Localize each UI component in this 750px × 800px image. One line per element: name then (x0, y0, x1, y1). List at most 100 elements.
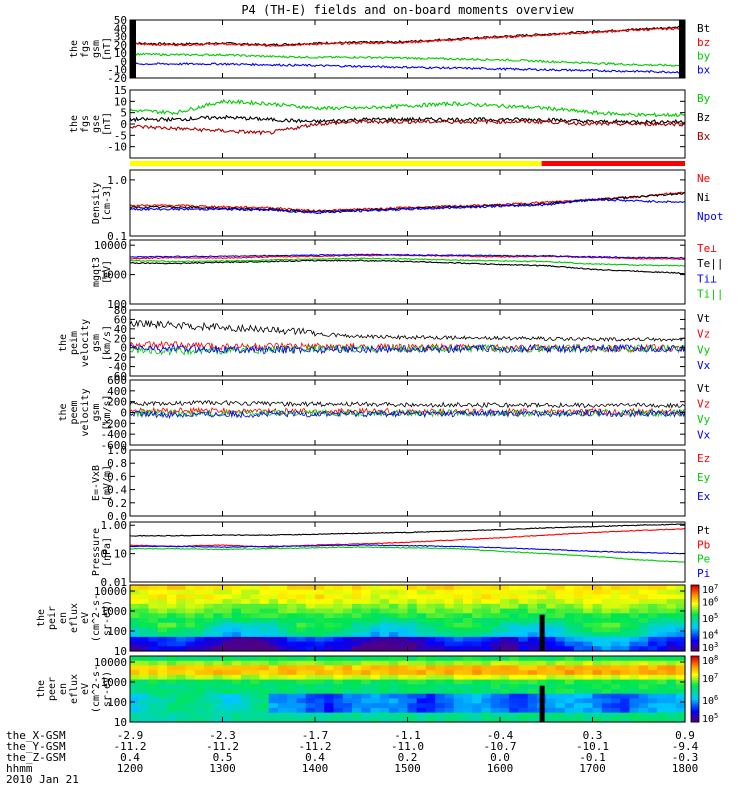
spectrogram-cell (546, 674, 557, 681)
spectrogram-cell (231, 618, 242, 624)
spectrogram-cell (204, 689, 214, 695)
spectrogram-cell (490, 665, 501, 671)
spectrogram-cell (592, 632, 603, 638)
spectrogram-cell (509, 632, 520, 638)
spectrogram-cell (222, 599, 233, 605)
spectrogram-cell (241, 636, 251, 643)
spectrogram-cell (259, 656, 270, 662)
spectrogram-cell (176, 594, 187, 600)
spectrogram-cell (527, 712, 538, 718)
y-axis-label-efield: E=-VxB [mV/m] (91, 465, 113, 501)
y-tick-label: 1000 (101, 605, 128, 618)
spectrogram-cell (509, 599, 520, 605)
spectrogram-cell (416, 689, 427, 695)
spectrogram-cell (241, 656, 251, 662)
spectrogram-cell (176, 608, 187, 614)
spectrogram-cell (352, 674, 362, 681)
spectrogram-cell (592, 613, 603, 619)
spectrogram-cell (657, 646, 668, 652)
spectrogram-cell (453, 608, 464, 614)
spectrogram-cell (611, 660, 621, 667)
spectrogram-cell (592, 703, 603, 709)
spectrogram-cell (296, 698, 307, 704)
spectrogram-cell (601, 585, 612, 591)
spectrogram-cell (176, 636, 187, 643)
spectrogram-cell (361, 689, 372, 695)
spectrogram-cell (176, 627, 187, 633)
spectrogram-cell (435, 707, 446, 714)
spectrogram-cell (546, 703, 557, 709)
spectrogram-cell (370, 674, 381, 681)
y-axis-label-line: [km/s] (102, 394, 113, 430)
spectrogram-cell (611, 589, 621, 596)
spectrogram-cell (361, 660, 372, 667)
spectrogram-cell (305, 670, 316, 676)
spectrogram-cell (500, 679, 510, 685)
spectrogram-cell (231, 594, 242, 600)
spectrogram-cell (259, 712, 270, 718)
spectrogram-cell (389, 589, 399, 596)
spectrogram-cell (185, 674, 196, 681)
spectrogram-cell (648, 717, 658, 723)
spectrogram-cell (278, 698, 288, 704)
spectrogram-cell (583, 717, 594, 723)
spectrogram-cell (176, 618, 187, 624)
spectrogram-cell (620, 707, 631, 714)
spectrogram-cell (564, 689, 575, 695)
y-tick-label: 1000 (101, 676, 128, 689)
spectrogram-cell (296, 646, 307, 652)
spectrogram-cell (324, 603, 335, 610)
spectrogram-cell (657, 618, 668, 624)
spectrogram-cell (204, 656, 214, 662)
spectrogram-cell (315, 618, 325, 624)
y-axis-label-pressure: Pressure [nPa] (91, 528, 113, 576)
spectrogram-cell (453, 698, 464, 704)
spectrogram-cell (564, 703, 575, 709)
spectrogram-cell (222, 589, 233, 596)
spectrogram-cell (453, 693, 464, 700)
spectrogram-cell (574, 670, 584, 676)
spectrogram-cell (379, 684, 390, 690)
spectrogram-cell (194, 689, 205, 695)
spectrogram-cell (426, 689, 436, 695)
y-tick-label: 10000 (94, 656, 127, 669)
spectrogram-cell (583, 603, 594, 610)
spectrogram-cell (361, 608, 372, 614)
spectrogram-cell (435, 618, 446, 624)
spectrogram-cell (583, 693, 594, 700)
spectrogram-cell (537, 665, 547, 671)
spectrogram-cell (407, 585, 418, 591)
y-tick-label: -40 (107, 361, 127, 374)
spectrogram-cell (444, 707, 455, 714)
spectrogram-cell (583, 707, 594, 714)
legend-label-Vx: Vx (697, 359, 711, 372)
spectrogram-cell (315, 707, 325, 714)
spectrogram-cell (611, 599, 621, 605)
colorbar-cell (691, 669, 699, 672)
spectrogram-cell (666, 632, 677, 638)
spectrogram-cell (509, 703, 520, 709)
spectrogram-cell (185, 622, 196, 629)
spectrogram-cell (555, 660, 566, 667)
spectrogram-cell (250, 585, 261, 591)
series-line-bx (129, 62, 686, 74)
colorbar-cell (691, 585, 699, 588)
spectrogram-cell (222, 622, 233, 629)
spectrogram-cell (296, 670, 307, 676)
spectrogram-cell (259, 608, 270, 614)
spectrogram-cell (435, 665, 446, 671)
spectrogram-cell (352, 599, 362, 605)
spectrogram-cell (416, 679, 427, 685)
spectrogram-cell (231, 613, 242, 619)
spectrogram-cell (287, 636, 298, 643)
spectrogram-cell (157, 608, 168, 614)
y-tick-label: 0 (120, 407, 127, 420)
spectrogram-cell (250, 703, 261, 709)
spectrogram-cell (250, 693, 261, 700)
y-axis-label-peim_velocity_gsm: the peim velocity gsm [km/s] (58, 319, 113, 367)
spectrogram-cell (213, 679, 224, 685)
spectrogram-cell (564, 712, 575, 718)
spectrogram-cell (342, 689, 353, 695)
spectrogram-cell (148, 622, 159, 629)
spectrogram-cell (509, 670, 520, 676)
